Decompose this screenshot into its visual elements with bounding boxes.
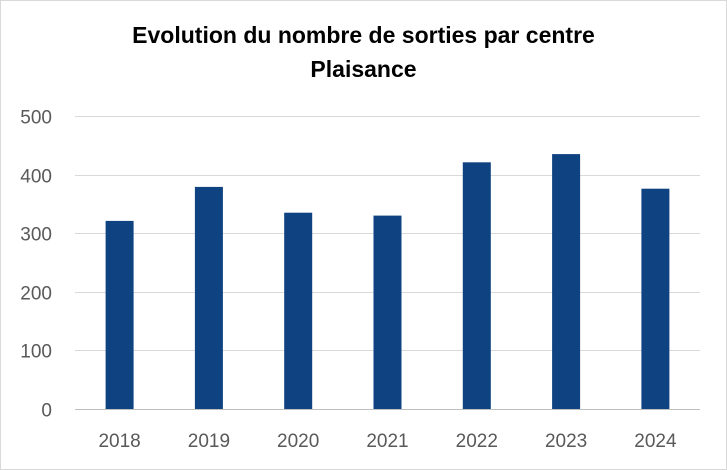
y-tick-label: 400 xyxy=(20,167,52,188)
y-tick-label: 300 xyxy=(20,225,52,246)
y-tick-label: 200 xyxy=(20,284,52,305)
x-tick-labels: 2018 2019 2020 2021 2022 2023 2024 xyxy=(98,431,677,452)
chart-title: Evolution du nombre de sorties par centr… xyxy=(0,18,727,86)
bar-2019 xyxy=(194,186,223,409)
y-tick-label: 500 xyxy=(20,108,52,129)
x-tick-label-2020: 2020 xyxy=(277,431,319,452)
bars xyxy=(105,154,670,409)
chart-title-line: Evolution du nombre de sorties par centr… xyxy=(132,22,595,48)
x-tick-label-2018: 2018 xyxy=(98,431,140,452)
bar-2024 xyxy=(641,188,670,409)
chart-subtitle-line: Plaisance xyxy=(310,56,417,82)
y-tick-label: 0 xyxy=(41,401,52,422)
y-tick-label: 100 xyxy=(20,342,52,363)
x-tick-label-2021: 2021 xyxy=(366,431,408,452)
bar-2018 xyxy=(105,220,134,409)
x-tick-label-2024: 2024 xyxy=(634,431,677,452)
bar-2022 xyxy=(462,162,491,409)
bar-2023 xyxy=(552,154,581,409)
x-tick-label-2023: 2023 xyxy=(545,431,587,452)
x-tick-label-2019: 2019 xyxy=(188,431,230,452)
x-tick-label-2022: 2022 xyxy=(456,431,498,452)
y-tick-labels: 0 100 200 300 400 500 xyxy=(20,108,52,422)
bar-2021 xyxy=(373,215,402,409)
bar-2020 xyxy=(284,212,313,409)
